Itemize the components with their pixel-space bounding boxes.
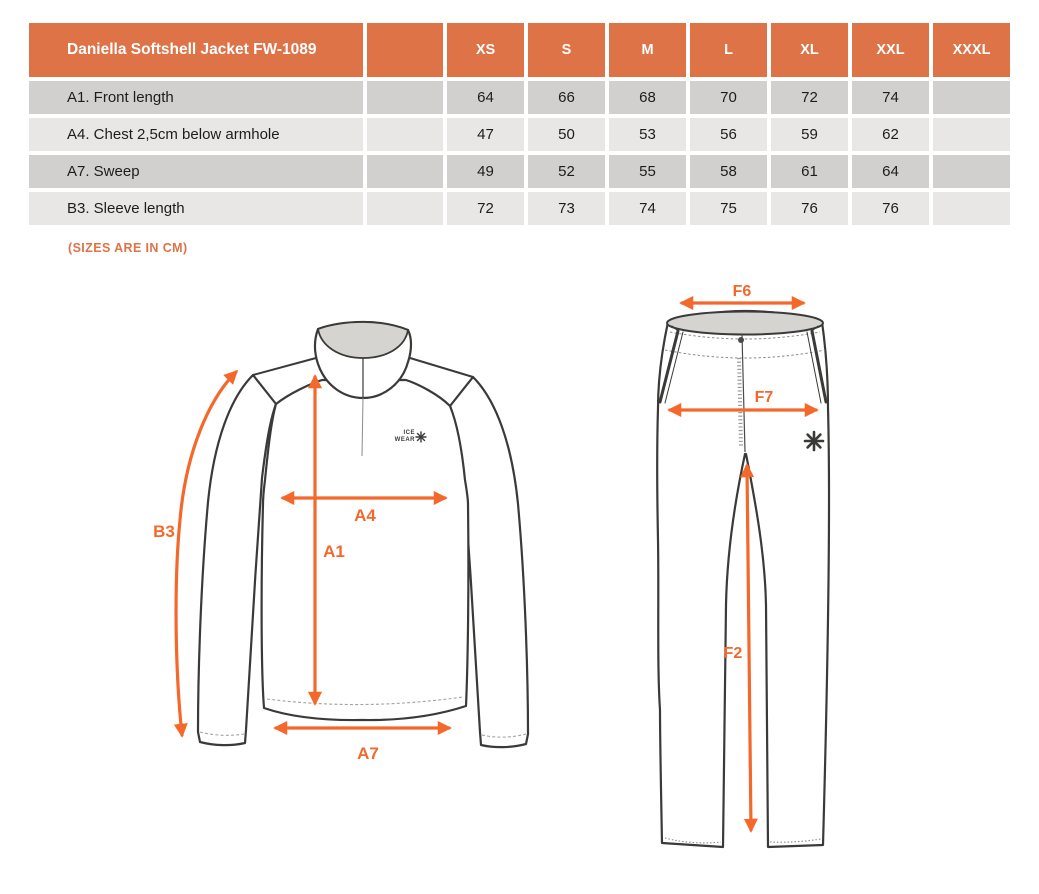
measure-label-b3: B3 <box>153 522 175 541</box>
table-cell: 59 <box>771 118 848 151</box>
table-cell: 61 <box>771 155 848 188</box>
measure-label-f7: F7 <box>755 389 774 406</box>
row-spacer-cell <box>367 192 443 225</box>
table-cell: 74 <box>609 192 686 225</box>
table-cell <box>933 192 1010 225</box>
row-label: B3. Sleeve length <box>29 192 363 225</box>
jacket-right-cuff-stitch <box>481 733 527 738</box>
row-label: A7. Sweep <box>29 155 363 188</box>
measure-label-a7: A7 <box>357 744 379 763</box>
table-cell: 53 <box>609 118 686 151</box>
measure-arrow-b3 <box>173 370 238 738</box>
table-cell: 47 <box>447 118 524 151</box>
table-cell: 72 <box>447 192 524 225</box>
table-cell <box>933 118 1010 151</box>
table-cell: 76 <box>771 192 848 225</box>
table-cell: 56 <box>690 118 767 151</box>
table-cell: 73 <box>528 192 605 225</box>
row-label: A4. Chest 2,5cm below armhole <box>29 118 363 151</box>
logo-text-wear: WEAR <box>395 437 415 443</box>
size-header-xl: XL <box>771 23 848 77</box>
size-header-xs: XS <box>447 23 524 77</box>
pants-button <box>738 337 744 343</box>
table-title: Daniella Softshell Jacket FW-1089 <box>29 23 363 77</box>
row-spacer-cell <box>367 118 443 151</box>
row-spacer-cell <box>367 155 443 188</box>
table-cell: 72 <box>771 81 848 114</box>
measure-label-a1: A1 <box>323 542 345 561</box>
right-pocket-opening <box>810 329 828 404</box>
left-pocket-top-join <box>671 325 679 332</box>
jacket-technical-drawing: ICE WEAR B3 A4 A1 A7 <box>153 320 530 763</box>
size-table: Daniella Softshell Jacket FW-1089 XS S M… <box>29 23 1010 225</box>
table-cell: 64 <box>447 81 524 114</box>
right-pocket-top-join <box>811 325 819 332</box>
table-cell: 62 <box>852 118 929 151</box>
row-spacer-cell <box>367 81 443 114</box>
measure-label-f6: F6 <box>733 283 752 300</box>
jacket-left-shoulder-seam <box>252 357 317 376</box>
table-cell: 66 <box>528 81 605 114</box>
icewear-logo: ICE WEAR <box>395 430 427 443</box>
pants-waist-opening <box>666 310 824 336</box>
table-cell: 52 <box>528 155 605 188</box>
measure-label-f2: F2 <box>724 645 743 662</box>
pants-snowflake-icon <box>803 430 825 452</box>
table-cell: 75 <box>690 192 767 225</box>
table-cell: 49 <box>447 155 524 188</box>
pants-body <box>656 309 831 849</box>
table-cell: 74 <box>852 81 929 114</box>
table-cell: 58 <box>690 155 767 188</box>
table-cell: 70 <box>690 81 767 114</box>
sizes-in-cm-note: (SIZES ARE IN CM) <box>68 241 188 255</box>
measure-arrow-f2 <box>740 463 758 833</box>
size-header-xxl: XXL <box>852 23 929 77</box>
table-cell <box>933 155 1010 188</box>
right-pocket-stitch <box>806 331 822 404</box>
pants-center-seam <box>741 333 746 453</box>
table-cell <box>933 81 1010 114</box>
table-header-spacer-cell <box>367 23 443 77</box>
logo-snowflake-icon <box>415 431 427 443</box>
jacket-hem-stitch <box>266 696 464 706</box>
jacket-zipper-line <box>361 397 364 457</box>
size-header-xxxl: XXXL <box>933 23 1010 77</box>
left-pocket-opening <box>658 329 680 404</box>
right-hem-stitch <box>769 838 822 843</box>
table-cell: 68 <box>609 81 686 114</box>
pants-fly-stitch <box>737 357 743 447</box>
jacket-collar-inside <box>316 321 410 359</box>
table-cell: 76 <box>852 192 929 225</box>
row-label: A1. Front length <box>29 81 363 114</box>
pants-technical-drawing: F6 F7 F2 <box>656 283 831 849</box>
table-cell: 55 <box>609 155 686 188</box>
logo-text-ice: ICE <box>403 430 415 436</box>
table-cell: 64 <box>852 155 929 188</box>
table-cell: 50 <box>528 118 605 151</box>
size-header-l: L <box>690 23 767 77</box>
left-hem-stitch <box>664 837 722 844</box>
measure-label-a4: A4 <box>354 506 376 525</box>
left-pocket-stitch <box>664 331 684 404</box>
size-header-m: M <box>609 23 686 77</box>
waistband-stitch-bottom <box>664 349 826 359</box>
waistband-stitch-top <box>669 331 821 340</box>
jacket-body <box>260 378 470 722</box>
size-header-s: S <box>528 23 605 77</box>
jacket-right-shoulder-seam <box>409 357 474 378</box>
